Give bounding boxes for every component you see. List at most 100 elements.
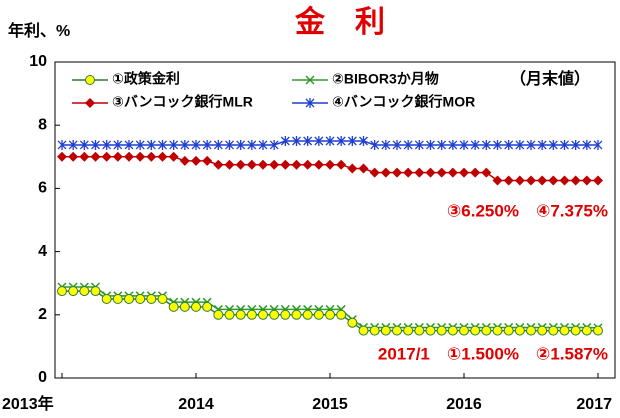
marker xyxy=(593,175,603,186)
marker xyxy=(436,325,447,336)
y-tick-label: 4 xyxy=(38,243,47,260)
marker xyxy=(269,309,280,320)
marker xyxy=(347,136,357,146)
marker xyxy=(57,286,67,297)
marker xyxy=(459,167,469,178)
marker xyxy=(347,317,358,328)
marker xyxy=(504,139,514,150)
marker xyxy=(358,325,369,336)
y-tick-label: 6 xyxy=(38,180,47,197)
marker xyxy=(370,139,380,150)
marker xyxy=(292,136,301,146)
x-tick-label: 2015 xyxy=(312,396,348,413)
marker xyxy=(548,175,559,186)
marker xyxy=(235,159,246,170)
marker xyxy=(258,159,268,170)
marker xyxy=(79,139,89,150)
marker xyxy=(146,294,157,304)
marker xyxy=(157,151,168,162)
marker xyxy=(179,301,190,312)
marker xyxy=(414,139,424,150)
marker xyxy=(436,167,447,178)
plot-frame xyxy=(54,61,616,379)
marker xyxy=(85,98,95,108)
x-tick-label: 2014 xyxy=(178,396,214,413)
marker xyxy=(224,309,235,320)
marker xyxy=(135,294,146,304)
marker xyxy=(135,151,146,162)
marker xyxy=(79,286,90,297)
marker xyxy=(459,325,469,336)
marker xyxy=(146,139,156,150)
marker xyxy=(191,139,201,150)
marker xyxy=(514,175,525,186)
marker xyxy=(213,159,224,170)
marker xyxy=(91,139,100,150)
marker xyxy=(414,325,425,336)
marker xyxy=(593,139,603,150)
marker xyxy=(437,139,447,150)
marker xyxy=(179,155,190,166)
marker xyxy=(302,309,313,320)
marker xyxy=(157,294,168,304)
marker xyxy=(169,139,179,150)
marker xyxy=(548,139,558,150)
marker xyxy=(369,167,380,178)
marker xyxy=(481,325,492,336)
x-tick-label: 2016 xyxy=(446,396,482,413)
marker xyxy=(448,139,458,150)
marker xyxy=(302,159,313,170)
marker xyxy=(246,309,257,320)
marker xyxy=(403,167,414,178)
marker xyxy=(515,139,525,150)
marker xyxy=(325,159,335,170)
marker xyxy=(90,286,101,297)
marker xyxy=(593,325,603,336)
marker xyxy=(481,167,492,178)
marker xyxy=(168,151,179,162)
note: （月末値） xyxy=(510,69,590,88)
marker xyxy=(537,175,548,186)
marker xyxy=(291,159,302,170)
y-tick-label: 0 xyxy=(38,369,47,386)
marker xyxy=(314,136,324,146)
marker xyxy=(581,175,592,186)
marker xyxy=(559,325,570,336)
marker xyxy=(548,325,559,336)
marker xyxy=(57,151,67,162)
marker xyxy=(280,159,291,170)
chart-title: 金 利 xyxy=(294,5,385,39)
marker xyxy=(90,151,101,162)
marker xyxy=(526,175,536,186)
marker xyxy=(280,136,290,146)
marker xyxy=(68,139,78,150)
marker xyxy=(102,139,112,150)
marker xyxy=(112,294,123,304)
marker xyxy=(280,309,291,320)
marker xyxy=(447,325,458,336)
marker xyxy=(470,167,481,178)
legend-label: ①政策金利 xyxy=(112,71,180,87)
marker xyxy=(247,139,257,150)
annotation: 2017/1 ①1.500% ②1.587% xyxy=(378,344,608,363)
marker xyxy=(381,139,391,150)
marker xyxy=(425,167,436,178)
marker xyxy=(369,325,380,336)
marker xyxy=(158,139,167,150)
marker xyxy=(526,325,536,336)
marker xyxy=(79,151,90,162)
marker xyxy=(537,139,547,150)
marker xyxy=(258,139,268,150)
marker xyxy=(470,139,480,150)
marker xyxy=(537,325,548,336)
marker xyxy=(503,175,514,186)
x-tick-label: 2013年 xyxy=(2,394,54,413)
marker xyxy=(325,309,335,320)
marker xyxy=(380,325,391,336)
marker xyxy=(225,139,234,150)
marker xyxy=(180,139,190,150)
marker xyxy=(425,325,436,336)
marker xyxy=(459,139,469,150)
series xyxy=(57,151,603,186)
